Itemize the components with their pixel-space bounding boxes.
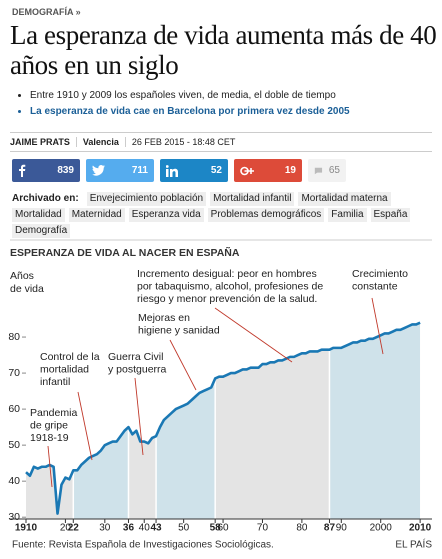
x-tick-label: 2000 <box>370 523 393 534</box>
period-band <box>329 322 421 519</box>
tag[interactable]: España <box>370 208 411 222</box>
chart-title: ESPERANZA DE VIDA AL NACER EN ESPAÑA <box>10 246 240 259</box>
annotation: constante <box>352 280 398 292</box>
annotation: infantil <box>40 376 70 388</box>
tag[interactable]: Problemas demográficos <box>207 208 325 222</box>
x-tick-label: 50 <box>178 523 190 534</box>
twitter-button[interactable]: 711 <box>86 159 154 182</box>
tag[interactable]: Maternidad <box>68 208 125 222</box>
leader-line <box>77 391 93 461</box>
leader-line <box>134 377 144 456</box>
googleplus-button[interactable]: 19 <box>234 159 302 182</box>
annotation: Pandemia <box>30 407 77 419</box>
location: Valencia <box>82 137 119 147</box>
brand: EL PAÍS <box>395 538 432 551</box>
facebook-button[interactable]: 839 <box>12 159 80 182</box>
y-tick-label: 30 <box>8 511 20 523</box>
x-tick-label: 1910 <box>15 523 38 534</box>
x-tick-label: 20 <box>60 523 72 534</box>
bullet-link[interactable]: La esperanza de vida cae en Barcelona po… <box>30 104 438 120</box>
author[interactable]: JAIME PRATS <box>10 137 70 147</box>
bullet: Entre 1910 y 2009 los españoles viven, d… <box>30 88 438 104</box>
period-band <box>26 322 74 519</box>
count: 711 <box>131 165 148 176</box>
date: 26 FEB 2015 - 18:48 CET <box>131 137 236 147</box>
tag[interactable]: Familia <box>328 208 367 222</box>
tag[interactable]: Envejecimiento población <box>86 192 207 206</box>
x-tick-label: 87 <box>324 523 336 534</box>
tag[interactable]: Mortalidad infantil <box>210 192 295 206</box>
y-tick-label: 80 <box>8 331 20 343</box>
annotation: de gripe <box>30 419 68 431</box>
x-tick-label: 70 <box>257 523 269 534</box>
y-tick-label: 40 <box>8 475 20 487</box>
y-axis-label: de vida <box>10 283 44 295</box>
x-tick-label: 36 <box>123 523 135 534</box>
count: 839 <box>57 165 74 176</box>
period-band <box>73 322 129 519</box>
annotation: por tabaquismo, alcohol, profesiones de <box>137 280 323 292</box>
count: 65 <box>328 165 340 176</box>
source: Fuente: Revista Española de Investigacio… <box>12 540 274 551</box>
y-tick-label: 60 <box>8 403 20 415</box>
x-tick-label: 58 <box>210 523 222 534</box>
x-tick-label: 40 <box>139 523 151 534</box>
leader-line <box>169 339 197 391</box>
tag[interactable]: Mortalidad materna <box>298 192 391 206</box>
annotation: Control de la <box>40 351 100 363</box>
annotation: Incremento desigual: peor en hombres <box>137 268 317 280</box>
count: 52 <box>210 165 222 176</box>
leader-line <box>371 297 384 355</box>
leader-line <box>214 307 293 363</box>
headline: La esperanza de vida aumenta más de 40 a… <box>10 20 437 80</box>
leader-line <box>47 445 53 488</box>
section[interactable]: DEMOGRAFÍA » <box>12 7 81 17</box>
count: 19 <box>284 165 296 176</box>
annotation: Guerra Civil <box>108 351 163 363</box>
tag[interactable]: Esperanza vida <box>128 208 204 222</box>
x-tick-label: 22 <box>68 523 80 534</box>
annotation: mortalidad <box>40 363 89 375</box>
annotation: Crecimiento <box>352 268 408 280</box>
annotation: riesgo y menor prevención de la salud. <box>137 293 317 305</box>
tag[interactable]: Mortalidad <box>12 208 65 222</box>
y-tick-label: 70 <box>8 367 20 379</box>
annotation: y postguerra <box>108 363 167 375</box>
bullets: Entre 1910 y 2009 los españoles viven, d… <box>18 88 438 120</box>
x-tick-label: 2010 <box>409 523 432 534</box>
byline: JAIME PRATS Valencia 26 FEB 2015 - 18:48… <box>10 132 432 152</box>
annotation: higiene y sanidad <box>138 324 220 336</box>
tags: Archivado en: Envejecimiento población Mor… <box>12 192 436 238</box>
annotation: Mejoras en <box>138 312 190 324</box>
linkedin-button[interactable]: 52 <box>160 159 228 182</box>
tags-label: Archivado en: <box>12 193 79 204</box>
y-axis-label: Años <box>10 270 34 282</box>
tag[interactable]: Demografía <box>12 224 71 238</box>
y-tick-label: 50 <box>8 439 20 451</box>
social-bar: 839 711 52 19 65 <box>12 159 346 182</box>
x-tick-label: 90 <box>336 523 348 534</box>
annotation: 1918-19 <box>30 432 69 444</box>
x-tick-label: 80 <box>296 523 308 534</box>
x-tick-label: 43 <box>150 523 162 534</box>
x-tick-label: 60 <box>217 523 229 534</box>
comments-button[interactable]: 65 <box>308 159 346 182</box>
x-tick-label: 30 <box>99 523 111 534</box>
